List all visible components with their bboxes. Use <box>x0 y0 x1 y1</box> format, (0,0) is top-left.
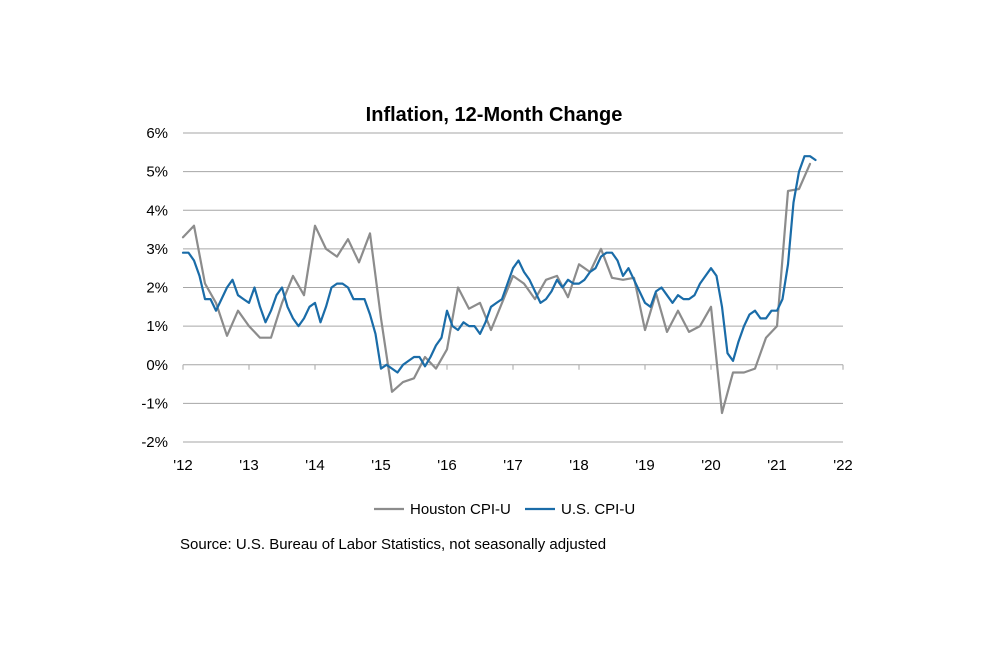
y-tick-label-1: 5% <box>146 164 168 181</box>
y-tick-label-8: -2% <box>141 434 168 451</box>
source-note: Source: U.S. Bureau of Labor Statistics,… <box>180 536 607 553</box>
legend-label-houston: Houston CPI-U <box>410 501 511 518</box>
x-tick-label-9: '21 <box>767 457 787 474</box>
y-tick-label-7: -1% <box>141 395 168 412</box>
x-axis-tick-labels: '12 '13 '14 '15 '16 '17 '18 '19 '20 '21 '22 <box>173 457 853 474</box>
x-tick-label-0: '12 <box>173 457 193 474</box>
series-line-us <box>181 155 817 374</box>
legend-label-us: U.S. CPI-U <box>561 501 635 518</box>
x-tick-label-6: '18 <box>569 457 589 474</box>
y-tick-label-4: 2% <box>146 280 168 297</box>
y-axis-tick-labels: 6% 5% 4% 3% 2% 1% 0% -1% -2% <box>141 125 168 451</box>
legend: Houston CPI-U U.S. CPI-U <box>374 501 635 518</box>
gridlines <box>183 132 843 443</box>
y-tick-label-2: 4% <box>146 202 168 219</box>
x-tick-label-8: '20 <box>701 457 721 474</box>
chart-title: Inflation, 12-Month Change <box>366 104 623 126</box>
x-tick-label-3: '15 <box>371 457 391 474</box>
x-tick-label-1: '13 <box>239 457 259 474</box>
x-tick-label-4: '16 <box>437 457 457 474</box>
x-tick-label-7: '19 <box>635 457 655 474</box>
x-tick-label-10: '22 <box>833 457 853 474</box>
series-lines <box>181 155 817 415</box>
y-tick-label-6: 0% <box>146 357 168 374</box>
y-tick-label-3: 3% <box>146 241 168 258</box>
y-tick-label-0: 6% <box>146 125 168 142</box>
x-axis <box>182 364 844 370</box>
x-tick-label-2: '14 <box>305 457 325 474</box>
x-tick-label-5: '17 <box>503 457 523 474</box>
series-line-houston <box>181 162 812 415</box>
y-tick-label-5: 1% <box>146 318 168 335</box>
